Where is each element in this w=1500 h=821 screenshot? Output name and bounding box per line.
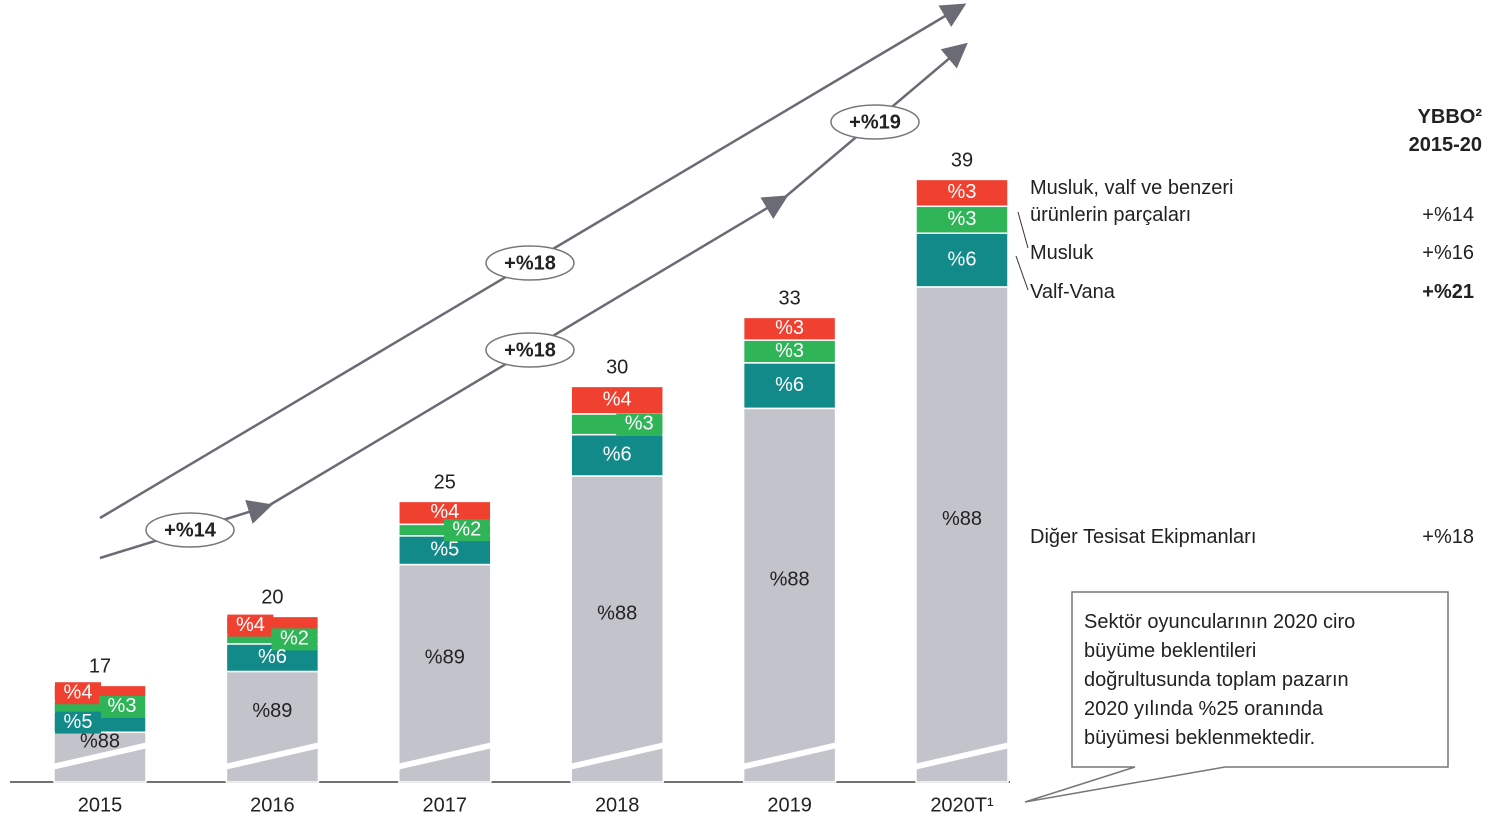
growth-label: +%14 — [164, 519, 217, 541]
axis-break — [224, 742, 321, 770]
segment-label: %3 — [775, 340, 804, 362]
label-badge — [443, 519, 490, 542]
growth-oval — [145, 512, 235, 548]
x-tick-label: 2020T¹ — [930, 794, 994, 816]
segment-label: %4 — [236, 614, 265, 636]
x-tick-label: 2016 — [250, 794, 295, 816]
label-badge — [55, 711, 101, 734]
growth-label: +%18 — [504, 252, 556, 274]
segment-label: %5 — [430, 539, 459, 561]
cagr-value: +%18 — [1422, 526, 1474, 548]
x-tick-label: 2018 — [595, 794, 640, 816]
bar-segment — [398, 563, 492, 783]
growth-label: +%18 — [504, 339, 556, 361]
segment-label: %6 — [258, 646, 287, 668]
callout-text: Sektör oyuncularının 2020 ciro — [1084, 611, 1356, 633]
axis-break — [52, 742, 148, 770]
callout-text: büyümesi beklenmektedir. — [1084, 727, 1316, 749]
total-label: 17 — [89, 656, 111, 678]
callout-box — [1024, 591, 1449, 803]
x-tick-label: 2019 — [767, 794, 812, 816]
total-label: 25 — [434, 472, 456, 494]
cagr-value: +%21 — [1422, 281, 1474, 303]
legend-label: Musluk — [1030, 242, 1094, 264]
label-badge — [99, 695, 145, 718]
total-label: 33 — [778, 288, 800, 310]
bar-segment — [742, 362, 837, 410]
segment-label: %5 — [64, 711, 93, 733]
axis-break — [396, 742, 493, 770]
segment-label: %2 — [280, 628, 309, 650]
legend-label: Musluk, valf ve benzeri ürünlerin parçal… — [1030, 177, 1234, 226]
label-badge — [227, 614, 274, 637]
segment-label: %88 — [942, 508, 982, 530]
legend-label: Valf-Vana — [1030, 281, 1115, 303]
segment-label: %2 — [452, 518, 481, 540]
cagr-value: +%16 — [1422, 242, 1474, 264]
segment-label: %3 — [625, 413, 654, 435]
bar-segment — [570, 433, 664, 477]
connector — [1015, 255, 1029, 291]
bar-segment — [570, 475, 664, 783]
segment-label: %88 — [80, 730, 120, 752]
segment-label: %89 — [425, 647, 465, 669]
cagr-header: YBBO² — [1417, 106, 1482, 128]
total-label: 39 — [951, 150, 973, 172]
total-label: 20 — [261, 587, 283, 609]
growth-oval — [485, 332, 575, 368]
label-badge — [616, 413, 663, 436]
segment-label: %4 — [64, 682, 93, 704]
segment-label: %3 — [108, 695, 137, 717]
axis-break — [914, 742, 1010, 770]
x-tick-label: 2015 — [78, 794, 123, 816]
label-badge — [55, 682, 101, 705]
connector — [1017, 211, 1029, 249]
bar-segment — [570, 385, 664, 415]
segment-label: %3 — [948, 181, 977, 203]
segment-label: %88 — [770, 569, 810, 591]
bar-segment — [742, 407, 837, 783]
cagr-value: +%14 — [1422, 204, 1474, 226]
axis-break — [569, 742, 666, 770]
segment-label: %6 — [603, 444, 632, 466]
bar-segment — [915, 286, 1009, 783]
callout-text: büyüme beklentileri — [1084, 640, 1257, 662]
cagr-header: 2015-20 — [1408, 134, 1482, 156]
callout-text: 2020 yılında %25 oranında — [1084, 698, 1324, 720]
segment-label: %4 — [430, 501, 459, 523]
segment-label: %3 — [775, 317, 804, 339]
callout-text: doğrultusunda toplam pazarın — [1084, 669, 1349, 691]
label-badge — [271, 628, 318, 651]
segment-label: %88 — [597, 602, 637, 624]
bar-segment — [915, 232, 1009, 288]
segment-label: %6 — [948, 248, 977, 270]
growth-oval — [485, 245, 575, 281]
total-label: 30 — [606, 357, 628, 379]
x-tick-label: 2017 — [423, 794, 468, 816]
segment-label: %89 — [252, 700, 292, 722]
growth-label: +%19 — [849, 111, 901, 133]
segment-label: %3 — [948, 208, 977, 230]
segment-label: %4 — [603, 388, 632, 410]
axis-break — [741, 742, 838, 770]
growth-oval — [830, 104, 920, 140]
legend-label: Diğer Tesisat Ekipmanları — [1030, 526, 1257, 548]
segment-label: %6 — [775, 374, 804, 396]
